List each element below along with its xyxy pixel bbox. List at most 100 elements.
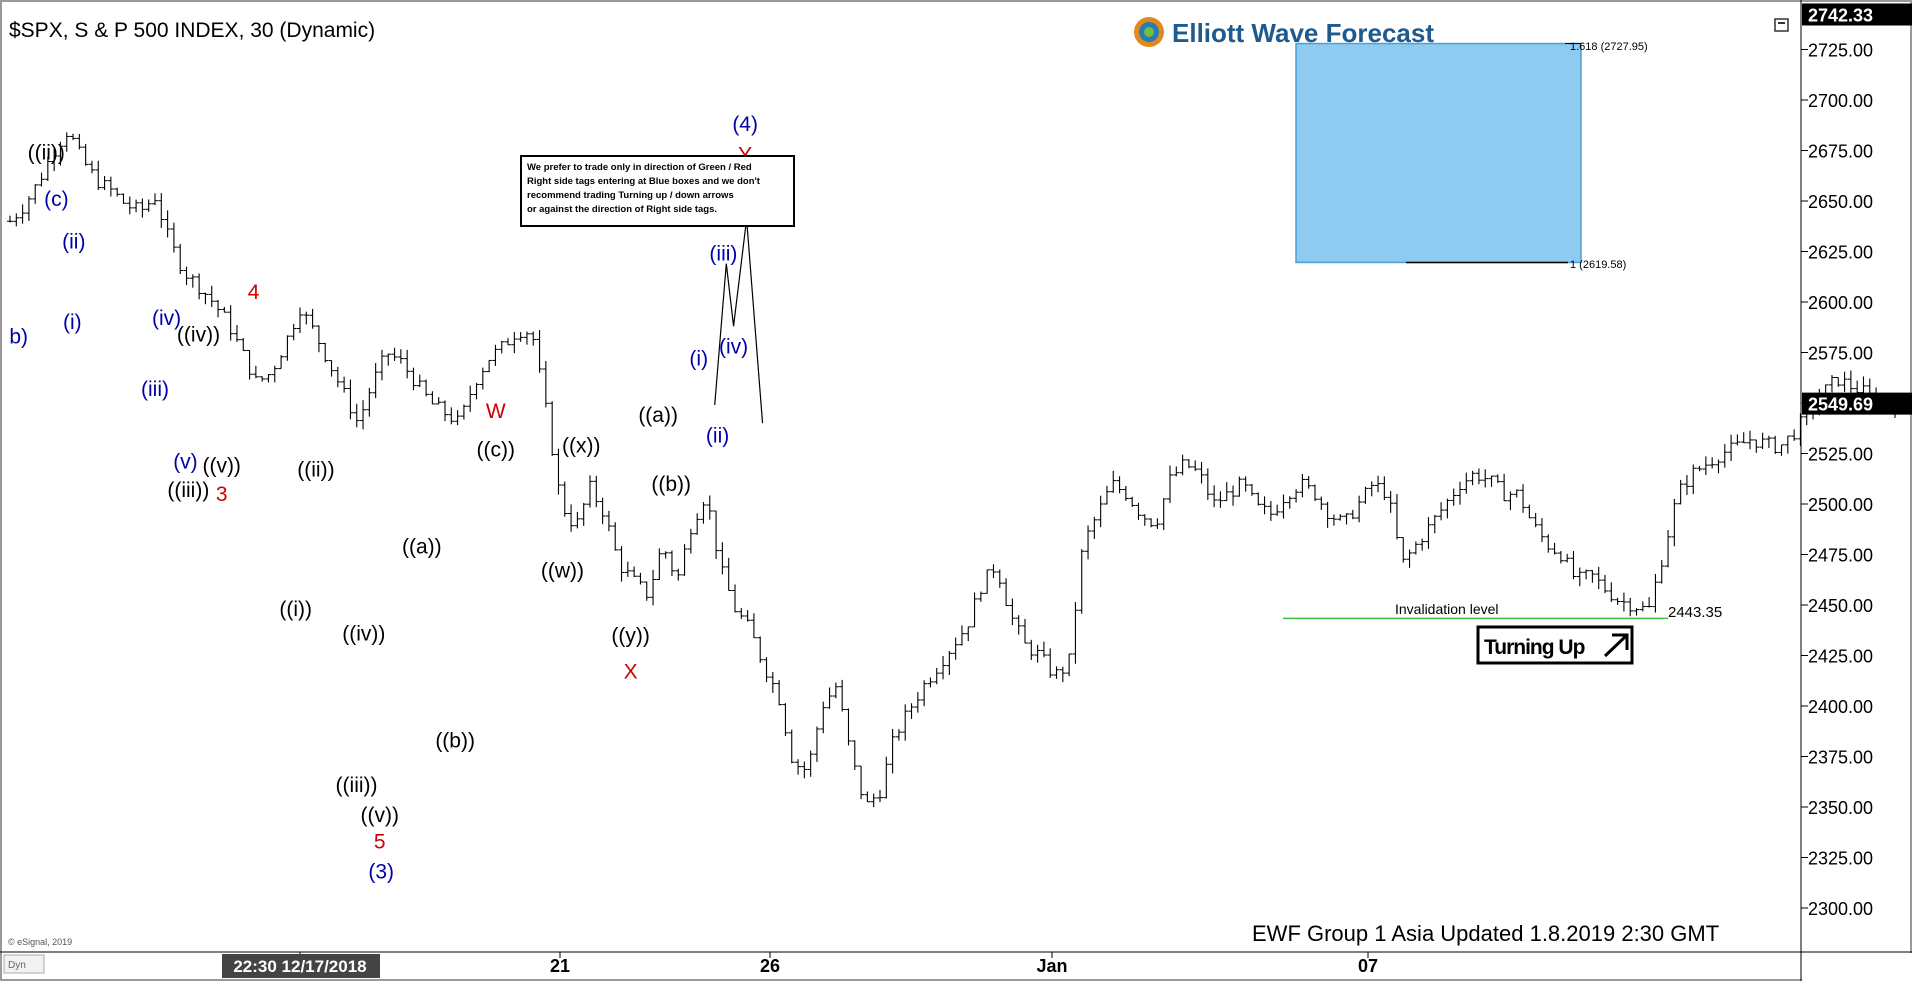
- ohlc-bar: [309, 308, 316, 329]
- ohlc-bar: [1230, 485, 1237, 506]
- ohlc-bar: [107, 176, 114, 197]
- ohlc-bar: [63, 132, 70, 152]
- ohlc-bar: [1538, 518, 1545, 543]
- ohlc-bar: [486, 359, 493, 373]
- ohlc-bar: [1557, 551, 1564, 564]
- ohlc-bar: [593, 475, 600, 508]
- invalidation-value: 2443.35: [1668, 604, 1722, 621]
- wave-label: ((a)): [402, 535, 442, 558]
- y-tick-label: 2400.00: [1808, 697, 1873, 717]
- ohlc-bar: [1015, 615, 1022, 635]
- ohlc-bar: [1583, 569, 1590, 580]
- ohlc-bar: [1715, 459, 1722, 474]
- ohlc-bar: [1129, 496, 1136, 507]
- ohlc-bar: [164, 210, 171, 238]
- dyn-label: Dyn: [8, 960, 26, 971]
- ohlc-bar: [1721, 444, 1728, 468]
- ohlc-bar: [763, 657, 770, 683]
- ohlc-bar: [378, 349, 385, 381]
- ohlc-bar: [650, 569, 657, 606]
- ohlc-bar: [940, 655, 947, 680]
- y-tick-label: 2575.00: [1808, 344, 1873, 364]
- x-tick-label: 22:30 12/17/2018: [233, 957, 366, 976]
- ohlc-bar: [858, 765, 865, 800]
- ohlc-bar: [1709, 457, 1716, 469]
- ohlc-bar: [114, 187, 121, 197]
- ohlc-bar: [555, 448, 562, 495]
- projected-path: [714, 219, 764, 424]
- ohlc-bar: [1828, 375, 1835, 393]
- ohlc-bar: [952, 637, 959, 660]
- ohlc-bar: [1211, 485, 1218, 508]
- ohlc-bar: [1312, 484, 1318, 501]
- ohlc-bar: [889, 728, 896, 774]
- ohlc-bar: [1375, 475, 1382, 493]
- wave-label: b): [9, 325, 28, 348]
- ohlc-bar: [1267, 501, 1274, 521]
- ohlc-bar: [1671, 498, 1678, 547]
- wave-label: 4: [248, 281, 260, 304]
- ohlc-bar: [1438, 502, 1445, 521]
- window-restore-icon[interactable]: [1774, 18, 1789, 32]
- ohlc-bar: [1034, 644, 1041, 663]
- ohlc-bar: [738, 608, 745, 619]
- wave-label: ((ii)): [28, 142, 65, 165]
- ohlc-bar: [877, 789, 883, 803]
- ohlc-bar: [1457, 481, 1463, 505]
- ohlc-bar: [202, 292, 209, 305]
- dyn-button[interactable]: [3, 954, 45, 974]
- ohlc-bar: [1198, 462, 1205, 484]
- footer-update-label: EWF Group 1 Asia Updated 1.8.2019 2:30 G…: [1252, 921, 1719, 946]
- ohlc-bar: [13, 213, 20, 227]
- ohlc-bar: [530, 331, 537, 346]
- ohlc-bar: [1526, 504, 1533, 519]
- ohlc-bar: [631, 566, 638, 578]
- ohlc-bar: [1841, 371, 1848, 392]
- ohlc-bar: [1261, 496, 1268, 515]
- ohlc-bar: [536, 330, 543, 373]
- y-tick-label: 2600.00: [1808, 293, 1873, 313]
- ohlc-bar: [101, 175, 108, 190]
- ohlc-bar: [347, 379, 354, 420]
- ohlc-bar: [227, 305, 234, 341]
- ohlc-bar: [990, 564, 997, 579]
- ohlc-bar: [561, 481, 568, 517]
- wave-label: (3): [368, 861, 394, 884]
- turning-up-label: Turning Up: [1484, 636, 1585, 659]
- chart-title: $SPX, S & P 500 INDEX, 30 (Dynamic): [9, 19, 375, 42]
- wave-label: (i): [63, 311, 82, 334]
- ohlc-bar: [1406, 549, 1413, 568]
- ohlc-bar: [1091, 516, 1098, 539]
- ohlc-bar: [1028, 639, 1035, 661]
- ohlc-bar: [435, 397, 442, 405]
- ohlc-bar: [1022, 618, 1028, 644]
- ohlc-bar: [1160, 498, 1167, 531]
- ohlc-bar: [215, 299, 222, 318]
- wave-label: 3: [216, 483, 228, 506]
- ohlc-bar: [82, 143, 89, 166]
- ohlc-bar: [1753, 439, 1760, 453]
- wave-label: ((c)): [477, 438, 515, 461]
- ohlc-bar: [303, 311, 310, 325]
- wave-label: (iii): [709, 243, 737, 266]
- projection-layer: [714, 42, 1668, 620]
- wave-label: ((iv)): [177, 323, 220, 346]
- ohlc-bar: [7, 215, 13, 223]
- ohlc-bar: [1179, 454, 1186, 476]
- ohlc-bar: [656, 548, 663, 581]
- y-tick-label: 2675.00: [1808, 142, 1873, 162]
- ohlc-bar: [1475, 468, 1482, 485]
- ohlc-bar: [807, 750, 814, 777]
- ohlc-bar: [700, 501, 707, 524]
- ohlc-bar: [694, 513, 701, 535]
- wave-label: (v): [173, 451, 198, 474]
- ohlc-bar: [1053, 666, 1060, 679]
- ohlc-bar: [1747, 430, 1753, 450]
- ohlc-bar: [902, 704, 909, 741]
- ohlc-bar: [1677, 479, 1684, 505]
- ohlc-bar: [196, 273, 203, 300]
- ohlc-bar: [1116, 476, 1123, 494]
- ohlc-bar: [315, 325, 322, 353]
- ohlc-bar: [297, 307, 303, 333]
